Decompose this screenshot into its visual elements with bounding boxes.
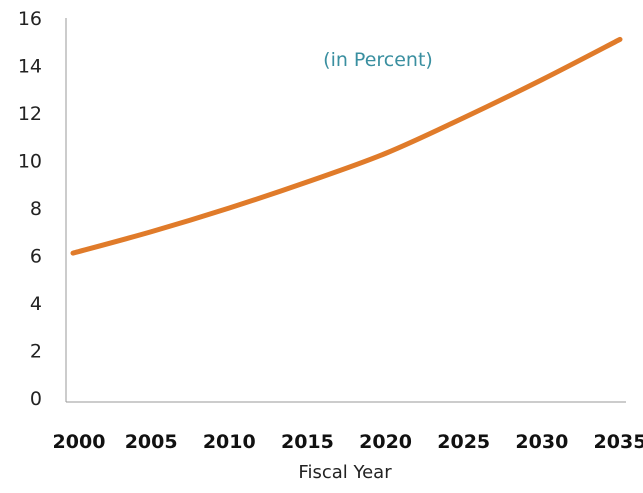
y-tick-label: 16 [18, 8, 42, 30]
x-tick-label: 2020 [359, 431, 412, 453]
x-tick-label: 2030 [515, 431, 568, 453]
series-group [70, 36, 623, 256]
y-tick-label: 14 [18, 56, 42, 78]
x-tick-label: 2035 [594, 431, 643, 453]
y-tick-label: 6 [30, 246, 42, 268]
x-tick-label: 2005 [125, 431, 178, 453]
x-tick-label: 2010 [203, 431, 256, 453]
y-tick-label: 4 [30, 293, 42, 315]
chart-subtitle: (in Percent) [323, 49, 433, 71]
y-tick-label: 12 [18, 103, 42, 125]
x-tick-labels: 2000 2005 2010 2015 2020 2025 2030 2035 [53, 431, 643, 453]
y-tick-label: 10 [18, 151, 42, 173]
y-tick-label: 2 [30, 341, 42, 363]
x-tick-label: 2000 [53, 431, 106, 453]
y-tick-label: 0 [30, 388, 42, 410]
x-tick-label: 2015 [281, 431, 334, 453]
y-tick-label: 8 [30, 198, 42, 220]
series-line [70, 36, 623, 256]
x-axis-label: Fiscal Year [298, 462, 392, 483]
y-tick-labels: 0 2 4 6 8 10 12 14 16 [18, 8, 42, 410]
x-tick-label: 2025 [437, 431, 490, 453]
